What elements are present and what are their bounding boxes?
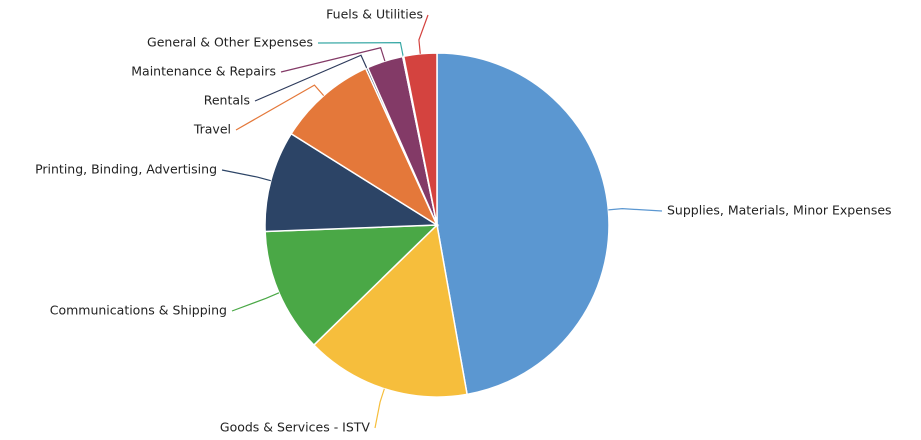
connector xyxy=(254,54,368,102)
slice-label: General & Other Expenses xyxy=(147,35,313,50)
slice-label: Goods & Services - ISTV xyxy=(220,420,371,435)
pie-slice xyxy=(312,223,468,398)
pie-slice xyxy=(402,52,438,226)
connector xyxy=(235,84,325,131)
slice-label: Rentals xyxy=(204,93,250,108)
connector xyxy=(418,14,429,54)
connector xyxy=(374,388,385,429)
slice-label: Printing, Binding, Advertising xyxy=(35,162,217,177)
slice-label: Communications & Shipping xyxy=(50,303,227,318)
connector xyxy=(608,208,663,212)
pie-slice xyxy=(436,52,610,396)
slice-label: Fuels & Utilities xyxy=(326,7,423,22)
slice-label: Maintenance & Repairs xyxy=(131,64,276,79)
connector xyxy=(231,292,280,312)
connector xyxy=(280,47,386,73)
connector xyxy=(221,169,271,182)
pie-slice xyxy=(264,224,439,347)
slice-label: Supplies, Materials, Minor Expenses xyxy=(667,203,892,218)
connector xyxy=(317,42,404,57)
slice-label: Travel xyxy=(193,122,231,137)
